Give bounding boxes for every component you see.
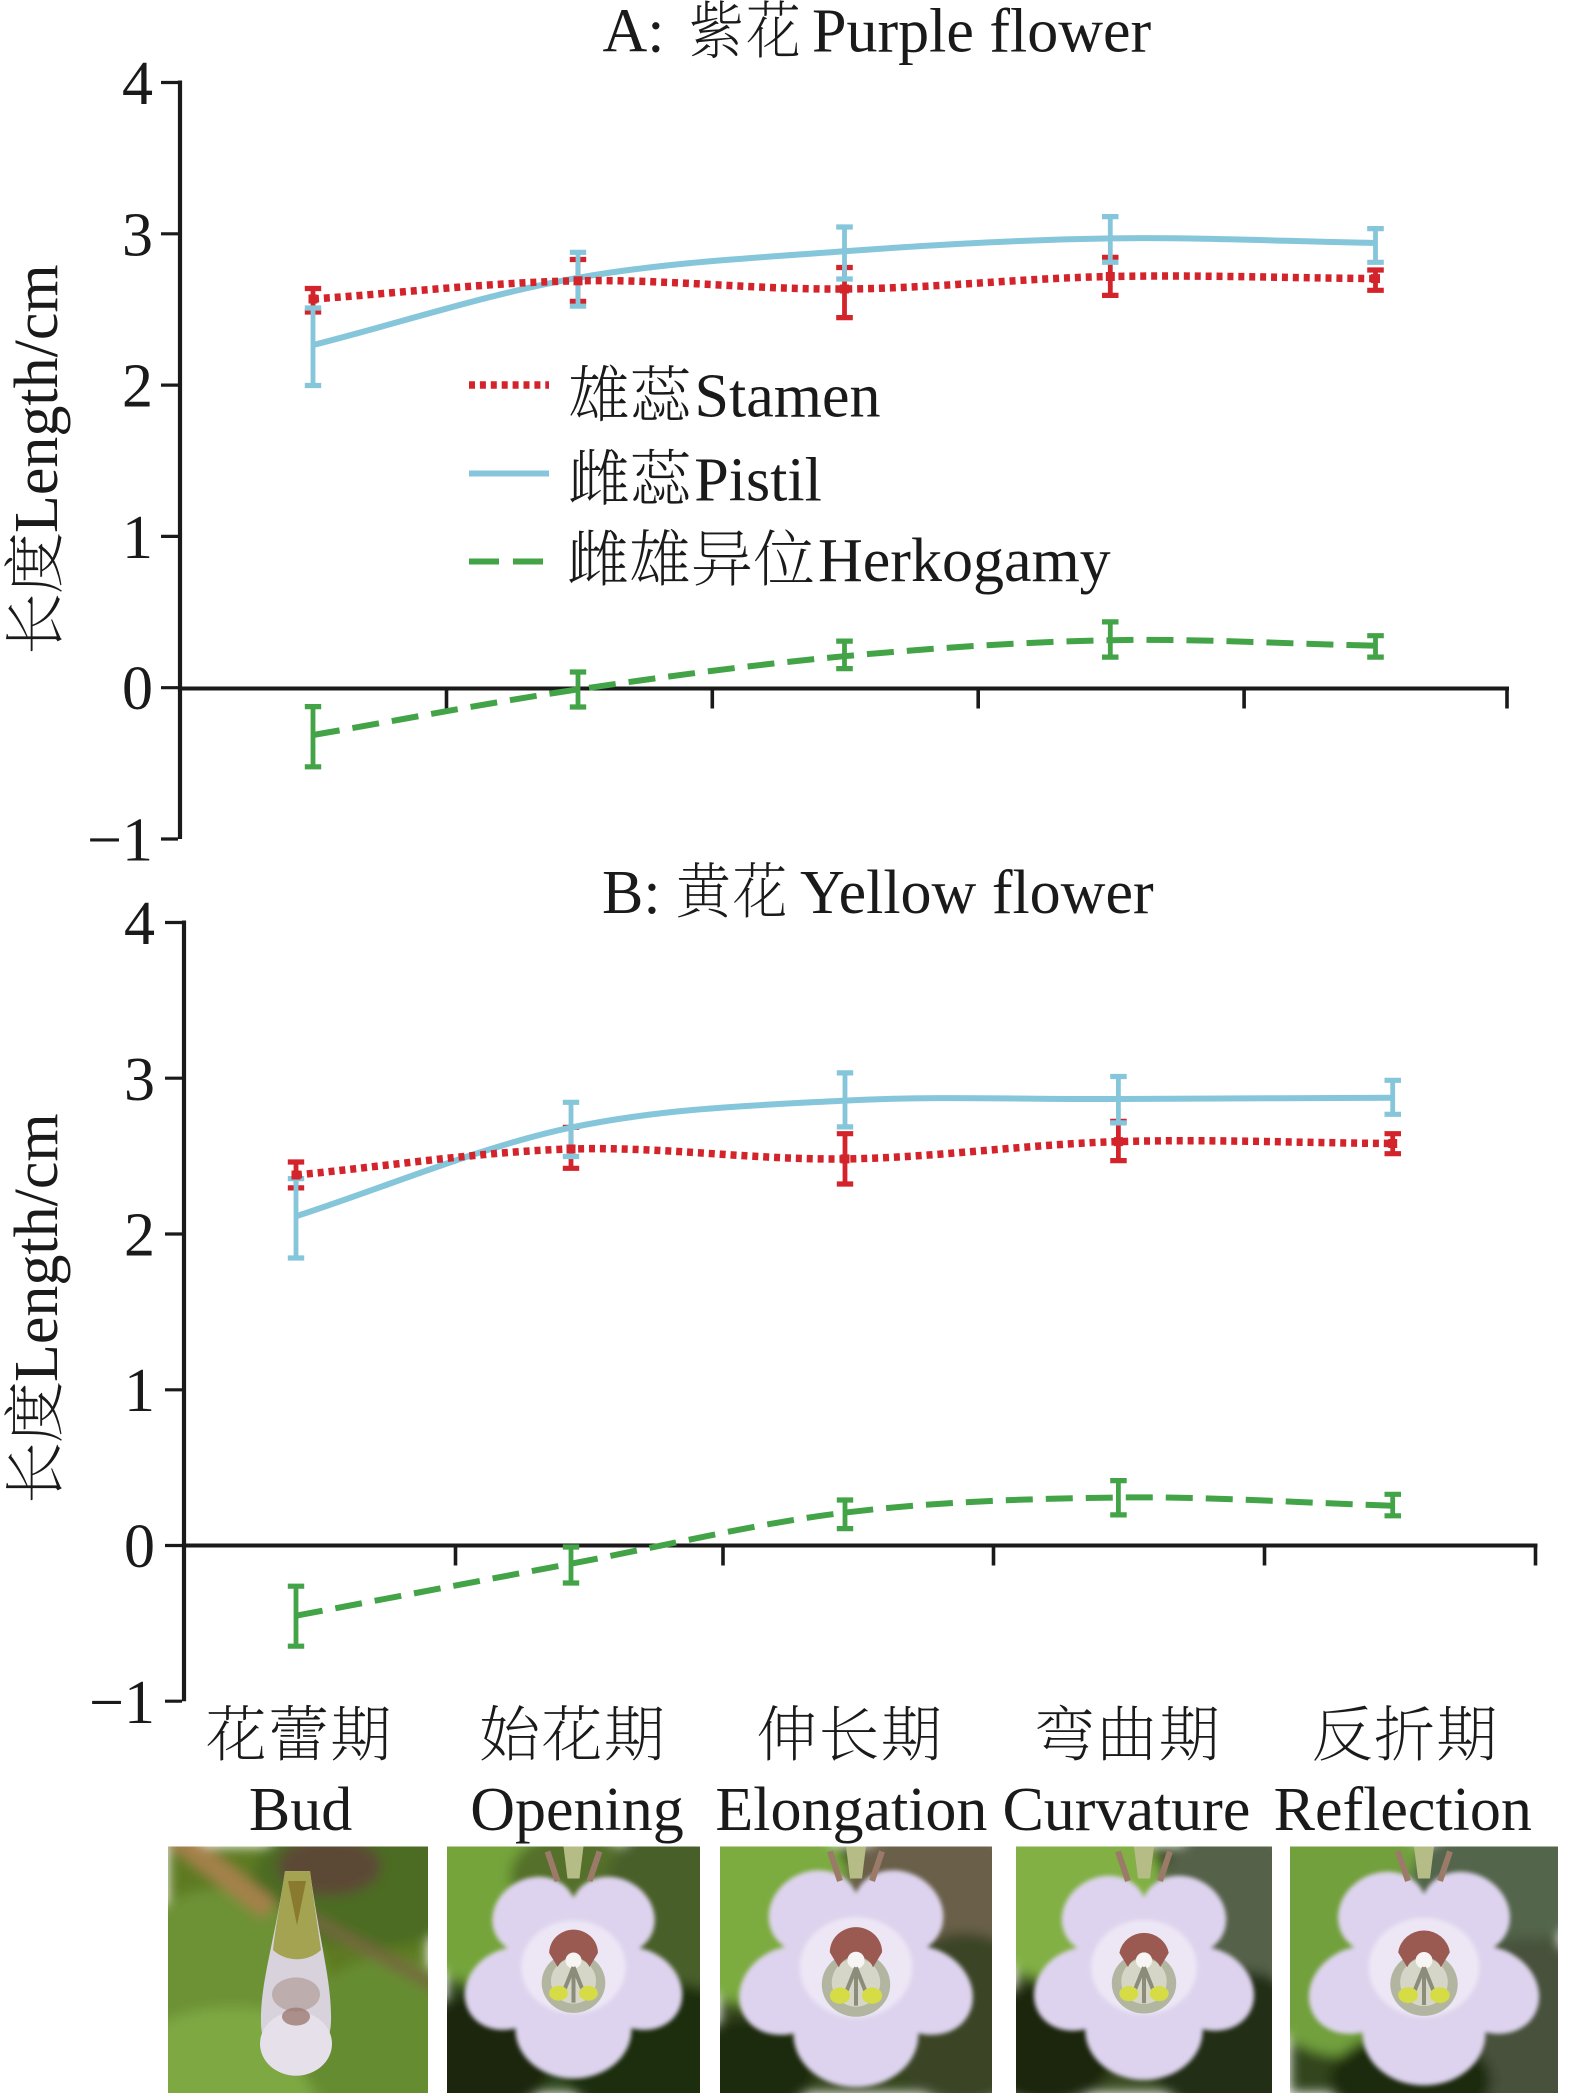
svg-text:Yellow flower: Yellow flower <box>800 859 1154 927</box>
svg-text:Stamen: Stamen <box>695 363 881 431</box>
svg-text:4: 4 <box>122 50 153 118</box>
svg-text:0: 0 <box>124 1513 155 1581</box>
svg-text:Elongation: Elongation <box>715 1776 987 1844</box>
svg-text:−1: −1 <box>87 807 153 875</box>
svg-text:A:: A: <box>603 0 665 66</box>
svg-text:Curvature: Curvature <box>1002 1776 1250 1844</box>
svg-text:−1: −1 <box>89 1669 155 1737</box>
svg-text:0: 0 <box>122 655 153 723</box>
svg-text:Opening: Opening <box>470 1776 684 1844</box>
svg-text:2: 2 <box>124 1202 155 1270</box>
svg-text:3: 3 <box>122 201 153 269</box>
svg-text:2: 2 <box>122 353 153 421</box>
svg-text:Reflection: Reflection <box>1274 1776 1532 1844</box>
svg-text:Purple flower: Purple flower <box>812 0 1152 66</box>
svg-text:Length/cm: Length/cm <box>3 264 71 533</box>
svg-text:B:: B: <box>602 859 661 927</box>
svg-text:Bud: Bud <box>249 1776 352 1844</box>
svg-text:1: 1 <box>122 504 153 572</box>
svg-text:Length/cm: Length/cm <box>3 1113 71 1382</box>
svg-text:1: 1 <box>124 1357 155 1425</box>
svg-text:4: 4 <box>124 890 155 958</box>
svg-text:Herkogamy: Herkogamy <box>818 527 1111 595</box>
svg-text:3: 3 <box>124 1046 155 1114</box>
svg-text:Pistil: Pistil <box>694 446 822 514</box>
